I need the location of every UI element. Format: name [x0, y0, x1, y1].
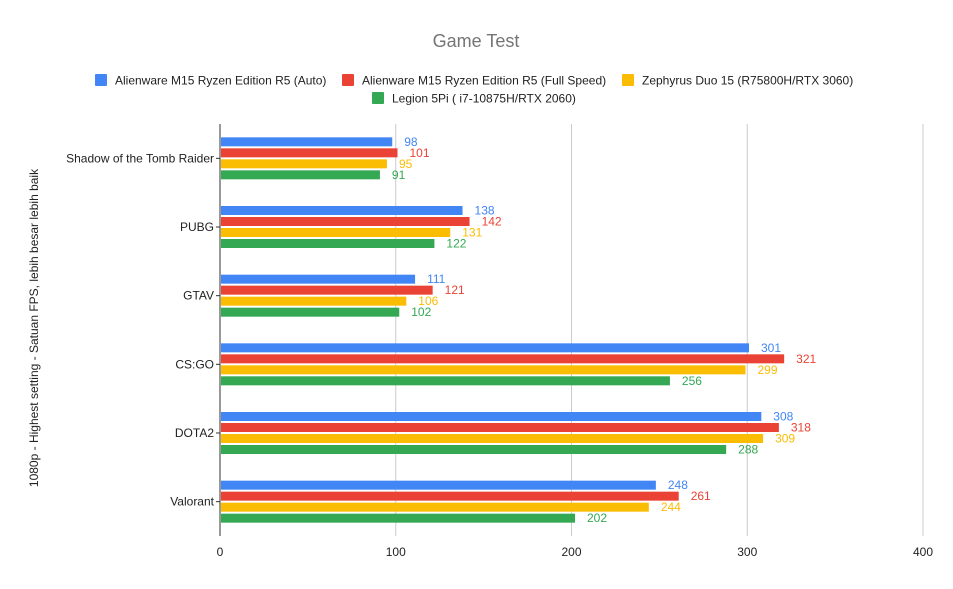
x-tick-label: 200: [561, 545, 581, 559]
x-tick-label: 100: [386, 545, 406, 559]
bar: [221, 376, 670, 386]
data-label: 102: [411, 305, 431, 319]
data-label: 321: [796, 352, 816, 366]
legend: Alienware M15 Ryzen Edition R5 (Auto) Ali…: [95, 74, 853, 106]
category-label: PUBG: [180, 220, 214, 234]
bar: [221, 137, 393, 147]
legend-label: Alienware M15 Ryzen Edition R5 (Auto): [115, 74, 326, 88]
data-label: 91: [392, 168, 406, 182]
category-label: Shadow of the Tomb Raider: [66, 151, 214, 165]
bar: [221, 239, 435, 248]
legend-swatch: [95, 74, 107, 86]
gridlines: [395, 124, 924, 536]
data-label: 131: [462, 226, 482, 240]
bar: [221, 159, 387, 169]
data-label: 202: [587, 511, 607, 525]
bar: [221, 480, 656, 490]
bar: [221, 513, 576, 523]
bar: [221, 434, 764, 443]
bar: [221, 354, 785, 364]
data-label: 121: [445, 283, 465, 297]
x-tick-label: 300: [737, 545, 757, 559]
data-label: 308: [773, 410, 793, 424]
data-label: 318: [791, 421, 811, 435]
data-label: 288: [738, 443, 758, 457]
legend-label: Alienware M15 Ryzen Edition R5 (Full Spe…: [362, 74, 606, 88]
legend-label: Legion 5Pi ( i7-10875H/RTX 2060): [392, 92, 576, 106]
bar: [221, 148, 398, 158]
data-label: 122: [446, 237, 466, 251]
legend-swatch: [342, 74, 354, 86]
x-tick-label: 400: [913, 545, 933, 559]
data-label: 244: [661, 500, 681, 514]
data-label: 106: [418, 294, 438, 308]
legend-swatch: [622, 74, 634, 86]
data-label: 138: [475, 204, 495, 218]
bar: [221, 491, 679, 501]
bar: [221, 307, 400, 317]
data-label: 95: [399, 157, 413, 171]
data-label: 301: [761, 341, 781, 355]
bar: [221, 343, 750, 353]
bar: [221, 170, 380, 180]
data-label: 248: [668, 478, 688, 492]
data-label: 256: [682, 374, 702, 388]
legend-swatch: [372, 92, 384, 104]
bar: [221, 445, 727, 454]
bar: [221, 502, 649, 512]
data-label: 309: [775, 432, 795, 446]
bar: [221, 365, 746, 375]
y-axis-title: 1080p - Highest setting - Satuan FPS, le…: [27, 168, 41, 487]
bar: [221, 412, 762, 421]
data-label: 142: [482, 215, 502, 229]
data-label: 299: [757, 363, 777, 377]
axes: 0 100 200 300 400 Shadow of the Tomb Raider PU…: [66, 124, 933, 559]
category-label: GTAV: [183, 289, 214, 303]
category-label: DOTA2: [175, 426, 214, 440]
bar: [221, 423, 779, 432]
bar: [221, 206, 463, 215]
bar: [221, 296, 407, 306]
bar: [221, 228, 451, 237]
data-label: 261: [691, 489, 711, 503]
bar: [221, 274, 416, 284]
legend-label: Zephyrus Duo 15 (R75800H/RTX 3060): [642, 74, 853, 88]
category-label: CS:GO: [175, 357, 214, 371]
chart-title: Game Test: [433, 31, 520, 51]
bars: [221, 137, 785, 523]
data-label: 98: [404, 135, 418, 149]
x-tick-label: 0: [217, 545, 224, 559]
data-label: 101: [410, 146, 430, 160]
category-label: Valorant: [170, 495, 214, 509]
bar: [221, 285, 433, 295]
data-label: 111: [427, 272, 446, 286]
bar: [221, 217, 470, 226]
